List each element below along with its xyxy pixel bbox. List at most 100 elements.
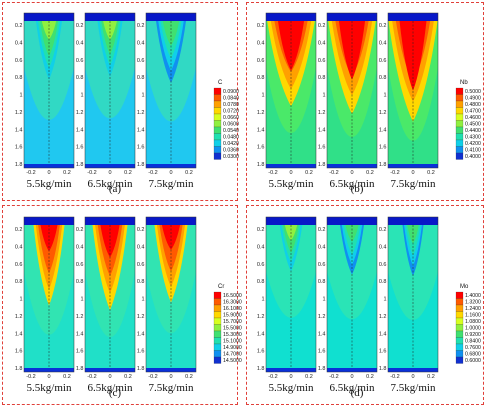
legend-value: 1.4000 xyxy=(465,293,481,299)
legend-swatch xyxy=(455,350,464,358)
legend-value: 0.7600 xyxy=(465,345,481,351)
y-tick-label: 1.6 xyxy=(257,145,265,151)
y-tick-label: 1.2 xyxy=(379,110,387,116)
y-tick-label: 1.8 xyxy=(76,366,84,372)
x-tick-label: -0.2 xyxy=(148,374,157,380)
y-tick-label: 1.2 xyxy=(257,314,265,320)
y-tick-label: 0.2 xyxy=(318,23,326,29)
panel-letter: (b) xyxy=(351,183,364,195)
mold-top-block xyxy=(146,217,196,225)
y-tick-label: 1.8 xyxy=(257,162,265,168)
legend-value: 0.0720 xyxy=(223,109,239,115)
panel-letter: (d) xyxy=(351,387,364,399)
x-tick-label: -0.2 xyxy=(26,170,35,176)
y-tick-label: 0.8 xyxy=(318,279,326,285)
y-tick-label: 0.4 xyxy=(257,244,265,250)
legend-swatch xyxy=(455,139,464,147)
legend-swatch xyxy=(213,298,222,306)
legend-swatch xyxy=(455,356,464,364)
y-tick-label: 0.8 xyxy=(137,75,145,81)
y-tick-label: 1 xyxy=(141,297,144,303)
legend-swatch xyxy=(213,113,222,121)
y-tick-label: 1.6 xyxy=(15,145,23,151)
contour-band-4 xyxy=(103,21,117,40)
y-tick-label: 0.6 xyxy=(76,58,84,64)
bottom-strip xyxy=(327,368,377,372)
y-tick-label: 1.2 xyxy=(15,314,23,320)
plot-frame xyxy=(265,12,317,169)
flow-rate-label: 6.5kg/min xyxy=(330,178,375,190)
legend-swatch xyxy=(455,330,464,338)
y-tick-label: 1.2 xyxy=(15,110,23,116)
legend-swatch xyxy=(455,100,464,108)
flow-rate-label: 6.5kg/min xyxy=(88,178,133,190)
y-tick-label: 0.4 xyxy=(15,40,23,46)
y-tick-label: 1.2 xyxy=(76,314,84,320)
legend-value: 0.4700 xyxy=(465,109,481,115)
legend-swatch xyxy=(455,304,464,312)
flow-rate-label: 5.5kg/min xyxy=(27,382,72,394)
y-tick-label: 0.2 xyxy=(379,227,387,233)
y-tick-label: 1 xyxy=(19,93,22,99)
panel-b-frame xyxy=(246,2,484,201)
y-tick-label: 0.2 xyxy=(76,227,84,233)
y-tick-label: 0.2 xyxy=(379,23,387,29)
legend-swatch xyxy=(455,337,464,345)
bottom-strip xyxy=(146,368,196,372)
y-tick-label: 0.6 xyxy=(318,262,326,268)
legend-value: 0.4200 xyxy=(465,141,481,147)
x-tick-label: 0.2 xyxy=(427,170,435,176)
legend-value: 0.4300 xyxy=(465,135,481,141)
y-tick-label: 1 xyxy=(19,297,22,303)
x-tick-label: -0.2 xyxy=(148,170,157,176)
plot-frame xyxy=(326,216,378,373)
bottom-strip xyxy=(266,164,316,168)
plot-frame xyxy=(23,216,75,373)
y-tick-label: 1.2 xyxy=(379,314,387,320)
y-tick-label: 1.6 xyxy=(76,145,84,151)
x-tick-label: 0.2 xyxy=(63,374,71,380)
x-tick-label: -0.2 xyxy=(268,170,277,176)
y-tick-label: 1.6 xyxy=(379,145,387,151)
y-tick-label: 1.8 xyxy=(257,366,265,372)
flow-rate-label: 6.5kg/min xyxy=(330,382,375,394)
legend-value: 0.0420 xyxy=(223,141,239,147)
y-tick-label: 1 xyxy=(141,93,144,99)
legend-swatch xyxy=(213,87,222,95)
bottom-strip xyxy=(146,164,196,168)
legend-swatch xyxy=(213,350,222,358)
legend-value: 14.5000 xyxy=(223,358,242,364)
y-tick-label: 1.4 xyxy=(257,127,265,133)
legend-swatch xyxy=(213,317,222,325)
mold-top-block xyxy=(388,13,438,21)
x-tick-label: 0 xyxy=(169,374,172,380)
y-tick-label: 0.8 xyxy=(379,279,387,285)
contour-band-4 xyxy=(100,225,120,258)
legend-value: 0.4600 xyxy=(465,115,481,121)
mold-top-block xyxy=(327,13,377,21)
y-tick-label: 1.2 xyxy=(318,110,326,116)
y-tick-label: 1.4 xyxy=(379,331,387,337)
legend-swatch xyxy=(455,317,464,325)
legend-swatch xyxy=(213,356,222,364)
x-tick-label: 0.2 xyxy=(427,374,435,380)
legend-swatch xyxy=(213,133,222,141)
panel-letter: (a) xyxy=(109,183,122,195)
flow-rate-label: 7.5kg/min xyxy=(391,178,436,190)
y-tick-label: 1.8 xyxy=(318,162,326,168)
y-tick-label: 1.6 xyxy=(257,349,265,355)
y-tick-label: 0.4 xyxy=(257,40,265,46)
legend-value: 0.4500 xyxy=(465,122,481,128)
legend-value: 14.7000 xyxy=(223,352,242,358)
legend-value: 0.9200 xyxy=(465,332,481,338)
legend-swatch xyxy=(455,324,464,332)
flow-rate-label: 5.5kg/min xyxy=(27,178,72,190)
legend-swatch xyxy=(455,291,464,299)
y-tick-label: 1 xyxy=(383,93,386,99)
bottom-strip xyxy=(85,368,135,372)
plot-frame xyxy=(84,216,136,373)
mold-top-block xyxy=(327,217,377,225)
legend-value: 0.0480 xyxy=(223,135,239,141)
legend-swatch xyxy=(213,330,222,338)
